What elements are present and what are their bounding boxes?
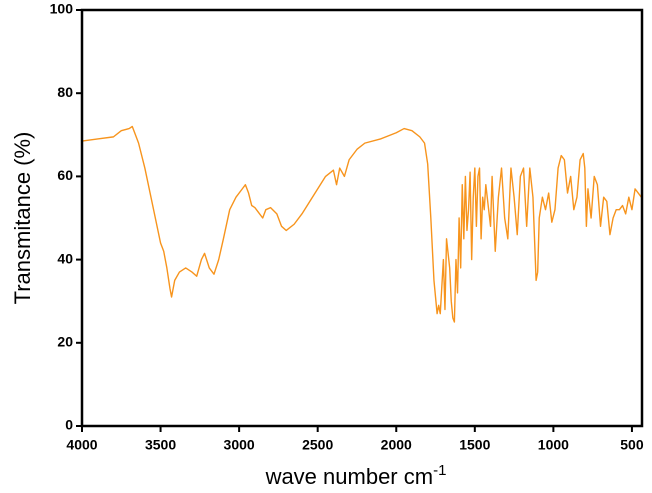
x-axis-label-superscript: -1 [433, 462, 446, 479]
y-tick-label: 80 [57, 84, 73, 100]
x-tick-label: 1500 [459, 437, 490, 453]
x-tick-label: 4000 [66, 437, 97, 453]
x-axis-label: wave number cm-1 [265, 462, 447, 489]
x-tick-label: 3000 [224, 437, 255, 453]
x-tick-label: 2000 [381, 437, 412, 453]
y-tick-label: 0 [65, 417, 73, 433]
plot-frame [80, 8, 644, 428]
x-axis-label-main: wave number cm [265, 464, 434, 489]
y-tick-label: 20 [57, 334, 73, 350]
y-tick-label: 40 [57, 250, 73, 266]
y-tick-label: 60 [57, 167, 73, 183]
y-tick-label: 100 [50, 1, 74, 17]
x-tick-label: 1000 [538, 437, 569, 453]
x-tick-label: 3500 [145, 437, 176, 453]
x-tick-label: 2500 [302, 437, 333, 453]
spectrum-line [81, 125, 642, 323]
x-tick-label: 500 [620, 437, 644, 453]
y-axis-label: Transmitance (%) [10, 132, 35, 305]
